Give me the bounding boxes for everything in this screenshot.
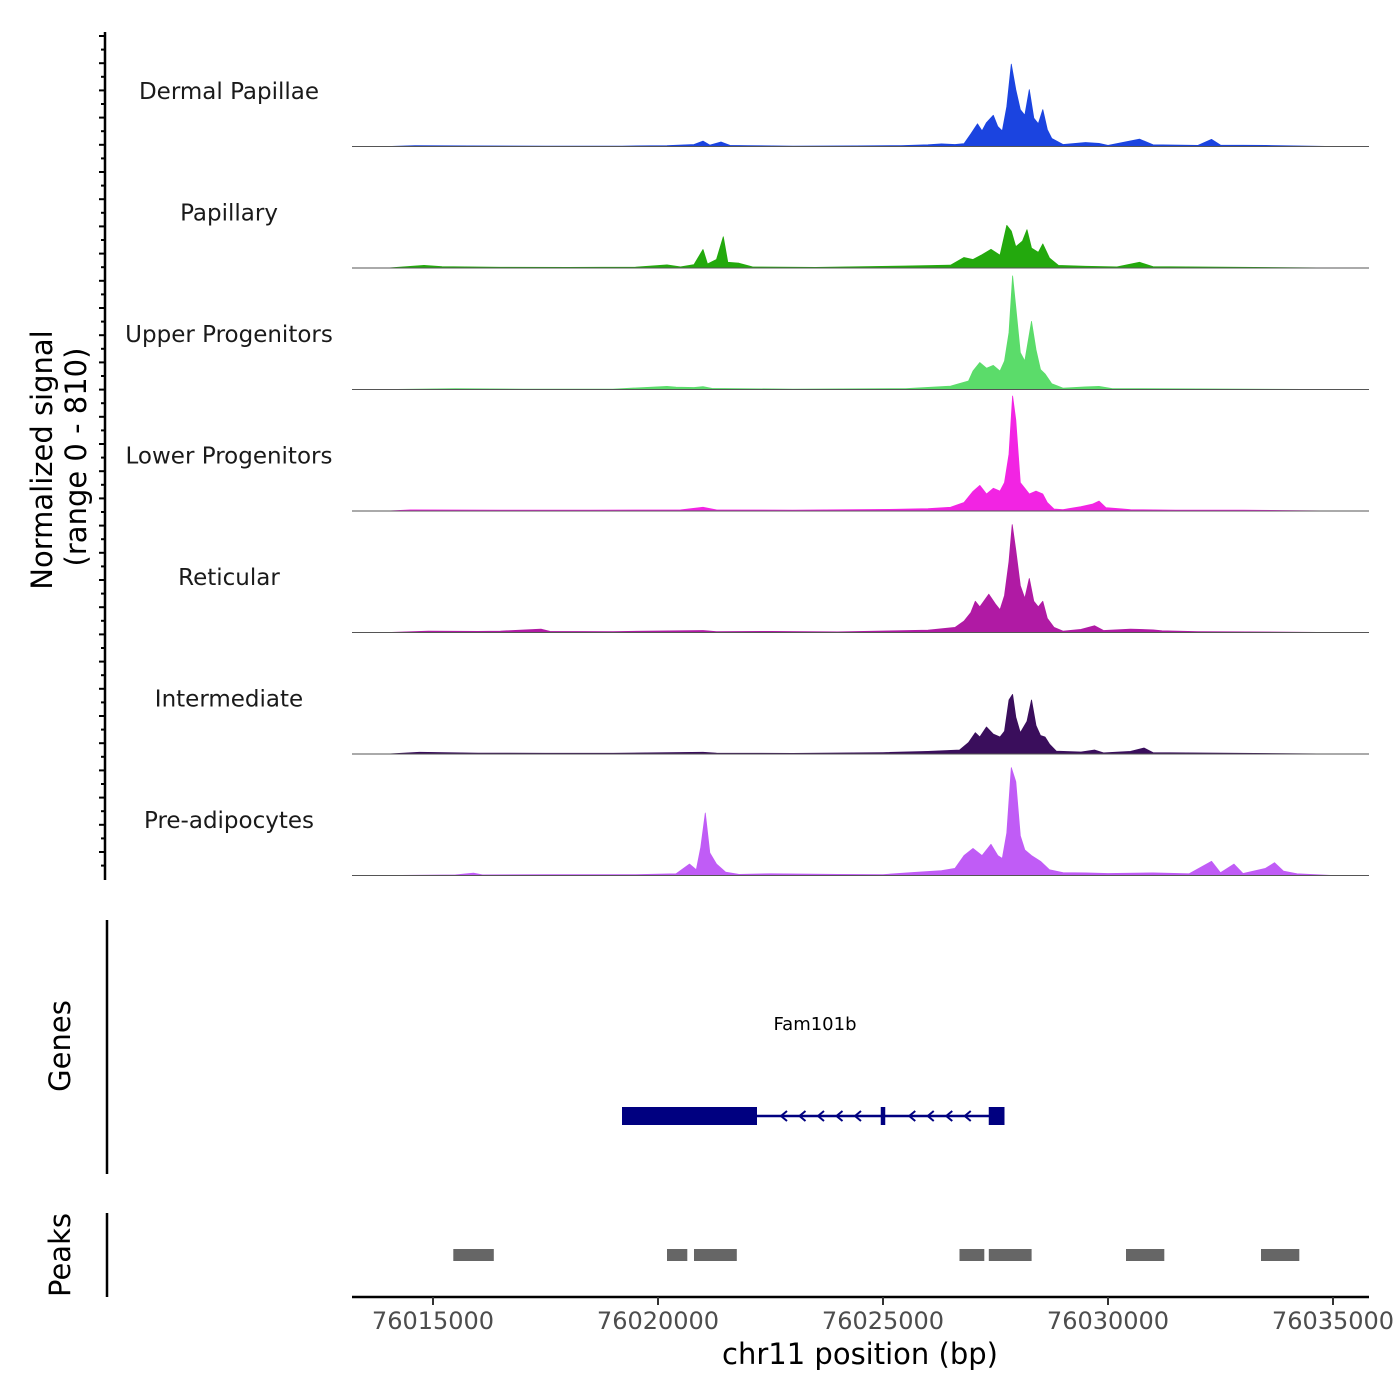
signal-track: Lower Progenitors [126, 395, 1369, 512]
strand-arrow [816, 1110, 825, 1122]
gene-exon [622, 1107, 757, 1125]
x-tick-label: 76025000 [822, 1307, 944, 1335]
track-label: Upper Progenitors [125, 322, 333, 348]
signal-y-axis-subtitle: (range 0 - 810) [59, 348, 93, 567]
genes-y-axis-title: Genes [43, 1000, 77, 1092]
strand-arrow [853, 1110, 862, 1122]
signal-area [387, 225, 1334, 269]
signal-y-axis [99, 32, 107, 880]
signal-area [387, 767, 1334, 876]
x-tick-label: 76015000 [372, 1307, 494, 1335]
strand-arrow [834, 1110, 844, 1122]
signal-track: Intermediate [155, 687, 1369, 755]
strand-arrow [963, 1110, 972, 1122]
track-label: Lower Progenitors [126, 444, 333, 470]
strand-arrow [797, 1110, 807, 1122]
peak [988, 1249, 1032, 1261]
peak [959, 1249, 985, 1261]
peak [1261, 1249, 1300, 1261]
signal-track: Pre-adipocytes [144, 767, 1369, 876]
signal-area [387, 524, 1334, 633]
strand-arrow [907, 1110, 916, 1122]
signal-tracks: Dermal Papillae Papillary Upper Progenitor… [125, 63, 1369, 876]
signal-track: Dermal Papillae [139, 63, 1369, 147]
signal-y-axis-title: Normalized signal [25, 330, 59, 589]
peak [694, 1249, 737, 1261]
peaks-panel: Peaks [43, 1213, 1300, 1297]
signal-area [387, 63, 1334, 147]
track-label: Pre-adipocytes [144, 808, 314, 834]
signal-track: Upper Progenitors [125, 275, 1369, 390]
peak [1126, 1249, 1165, 1261]
x-axis-title: chr11 position (bp) [722, 1337, 998, 1371]
x-axis: 76015000 76020000 76025000 76030000 76035000 [352, 1295, 1394, 1335]
peak [667, 1249, 688, 1261]
x-tick-label: 76020000 [597, 1307, 719, 1335]
track-label: Reticular [178, 565, 280, 591]
strand-arrow [944, 1110, 953, 1122]
gene-exon [988, 1107, 1005, 1125]
gene-exon [880, 1107, 886, 1125]
signal-area [387, 694, 1334, 755]
x-tick-label: 76035000 [1272, 1307, 1394, 1335]
peaks-y-axis-title: Peaks [43, 1213, 77, 1297]
gene-model: Fam101b [622, 1014, 1005, 1125]
strand-arrow [926, 1110, 935, 1122]
track-label: Intermediate [155, 687, 303, 713]
track-label: Dermal Papillae [139, 79, 319, 105]
signal-track: Papillary [180, 201, 1369, 269]
signal-area [387, 395, 1334, 512]
strand-arrow [779, 1110, 788, 1122]
peak [453, 1249, 494, 1261]
x-tick-label: 76030000 [1047, 1307, 1169, 1335]
signal-area [387, 275, 1334, 390]
track-label: Papillary [180, 201, 278, 227]
signal-track: Reticular [178, 524, 1369, 633]
gene-label: Fam101b [773, 1014, 856, 1035]
genes-panel: Genes Fam101b [43, 920, 1005, 1174]
